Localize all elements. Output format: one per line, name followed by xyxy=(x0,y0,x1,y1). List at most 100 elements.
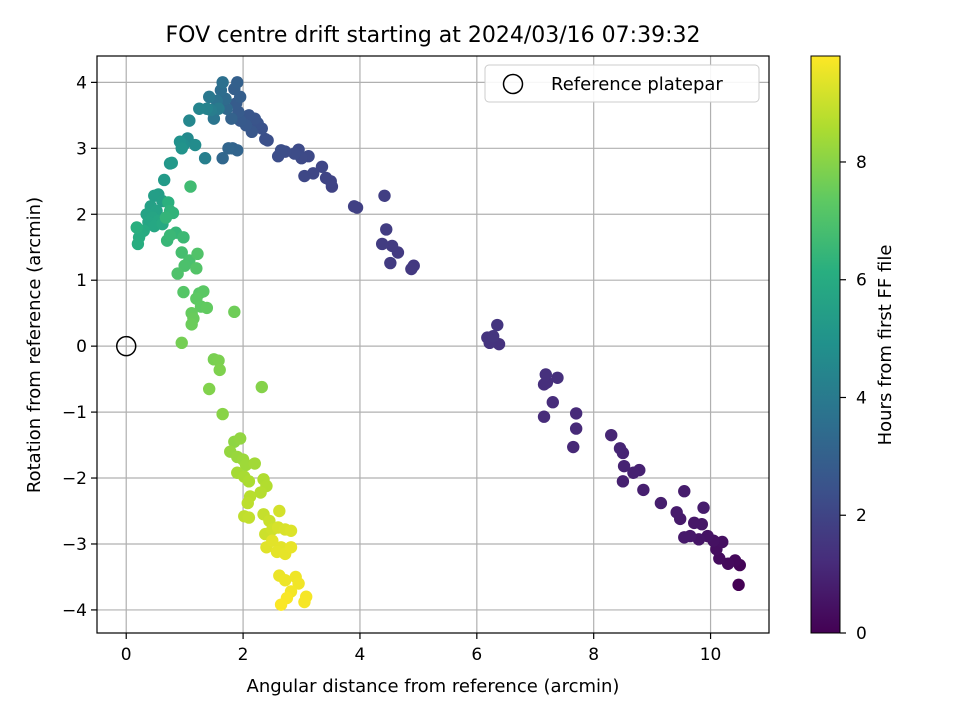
legend-marker-reference xyxy=(502,73,524,95)
data-point xyxy=(266,534,279,547)
data-point xyxy=(228,305,241,319)
data-point xyxy=(193,102,206,115)
data-point xyxy=(188,138,202,152)
x-tick-label: 10 xyxy=(700,645,722,665)
data-point xyxy=(678,531,691,544)
data-point xyxy=(259,132,272,146)
data-point xyxy=(378,189,391,202)
data-point xyxy=(605,428,618,442)
data-point xyxy=(191,247,204,261)
grid-lines xyxy=(97,56,769,633)
data-point xyxy=(273,504,286,518)
data-point xyxy=(184,180,197,193)
data-point xyxy=(292,577,305,590)
colorbar-tick-label: 4 xyxy=(856,388,867,408)
data-point xyxy=(347,200,361,213)
data-point xyxy=(163,229,177,242)
colorbar-tick-label: 0 xyxy=(856,624,867,644)
data-point xyxy=(202,90,216,104)
data-point xyxy=(274,144,288,157)
data-point xyxy=(537,410,551,423)
y-axis-ticks: −4 −3 −2 −1 0 1 2 3 4 xyxy=(62,73,97,621)
x-tick-label: 8 xyxy=(588,645,599,665)
data-point xyxy=(405,262,418,276)
x-tick-label: 0 xyxy=(121,645,132,665)
data-point xyxy=(165,156,178,170)
x-axis-ticks: 0 2 4 6 8 10 xyxy=(121,633,722,665)
data-point xyxy=(384,256,397,270)
data-point xyxy=(278,574,292,587)
data-point xyxy=(385,239,399,253)
data-point xyxy=(200,301,214,315)
data-point xyxy=(298,595,311,609)
chart-title: FOV centre drift starting at 2024/03/16 … xyxy=(166,23,701,48)
data-point xyxy=(212,354,225,367)
data-point xyxy=(222,142,235,155)
x-axis-label: Angular distance from reference (arcmin) xyxy=(247,676,620,697)
data-point xyxy=(158,173,171,187)
y-tick-label: 3 xyxy=(76,139,87,159)
data-point xyxy=(233,432,247,445)
data-point xyxy=(380,223,393,236)
y-tick-label: −3 xyxy=(62,535,87,555)
data-point xyxy=(185,318,198,331)
colorbar-label: Hours from first FF file xyxy=(875,245,896,446)
data-point xyxy=(216,152,229,165)
data-point xyxy=(202,382,216,396)
data-point xyxy=(213,363,226,377)
data-point xyxy=(567,440,580,454)
data-point xyxy=(284,524,298,537)
data-point xyxy=(288,147,301,160)
x-tick-label: 2 xyxy=(238,645,249,665)
data-point xyxy=(241,496,254,510)
data-point xyxy=(216,407,229,421)
data-point xyxy=(375,237,389,251)
data-point xyxy=(130,221,143,234)
data-point xyxy=(198,152,212,165)
data-point xyxy=(539,368,552,381)
data-point xyxy=(613,442,627,455)
data-point xyxy=(274,598,288,611)
y-axis-label: Rotation from reference (arcmin) xyxy=(24,197,45,493)
y-tick-label: −4 xyxy=(62,601,87,621)
data-point xyxy=(617,459,631,473)
data-point xyxy=(171,267,184,280)
data-point xyxy=(178,259,191,272)
y-tick-label: −1 xyxy=(62,403,87,423)
data-point xyxy=(248,457,261,470)
data-point xyxy=(486,330,500,343)
data-point xyxy=(242,475,256,488)
data-point xyxy=(190,262,203,275)
data-point xyxy=(177,285,190,299)
data-point xyxy=(697,501,710,514)
data-point xyxy=(627,466,640,479)
data-point xyxy=(175,142,188,155)
y-tick-label: −2 xyxy=(62,469,87,489)
x-tick-label: 6 xyxy=(471,645,482,665)
data-point xyxy=(225,112,238,125)
colorbar-tick-label: 8 xyxy=(856,153,867,173)
data-point xyxy=(231,76,244,89)
y-tick-label: 0 xyxy=(76,337,87,357)
data-point xyxy=(670,506,683,519)
data-point xyxy=(177,231,190,244)
y-tick-label: 4 xyxy=(76,73,87,93)
colorbar-tick-label: 2 xyxy=(856,506,867,526)
colorbar-tick-label: 6 xyxy=(856,271,867,291)
data-point xyxy=(298,169,311,183)
data-point xyxy=(175,336,188,350)
data-point xyxy=(284,541,298,554)
data-point xyxy=(131,237,145,251)
legend-box xyxy=(484,64,760,103)
data-point xyxy=(546,396,559,409)
data-point xyxy=(654,496,668,510)
data-point xyxy=(491,318,504,332)
scatter-points xyxy=(115,76,746,611)
legend-label-reference: Reference platepar xyxy=(551,74,723,95)
data-point xyxy=(551,371,564,385)
data-point xyxy=(569,407,583,420)
legend: Reference platepar xyxy=(484,64,760,103)
data-point xyxy=(255,380,268,394)
data-point xyxy=(319,171,333,185)
